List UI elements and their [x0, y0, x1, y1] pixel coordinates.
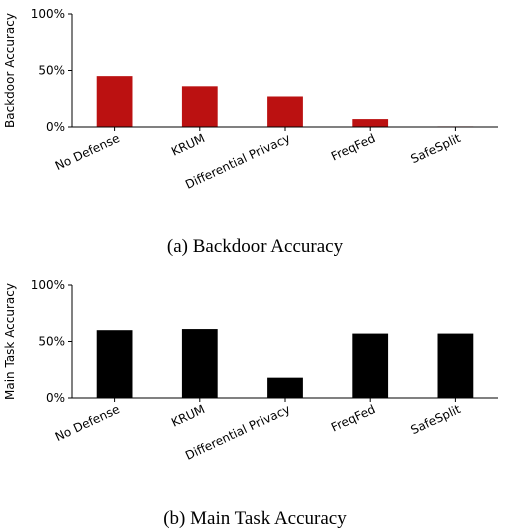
y-tick-label: 100%	[31, 7, 65, 21]
bar-freqfed	[352, 333, 389, 398]
y-tick-label: 50%	[38, 335, 65, 349]
x-tick-label-krum: KRUM	[169, 402, 207, 430]
y-tick-label: 0%	[46, 391, 65, 405]
figure-caption: (b) Main Task Accuracy	[163, 508, 347, 529]
y-axis-title: Backdoor Accuracy	[3, 13, 17, 128]
bar-no-defense	[96, 76, 133, 127]
y-axis-title: Main Task Accuracy	[3, 283, 17, 400]
x-tick-label-krum: KRUM	[169, 131, 207, 159]
figure-caption: (a) Backdoor Accuracy	[167, 236, 344, 257]
x-tick-label-no-defense: No Defense	[53, 131, 122, 173]
y-tick-label: 50%	[38, 64, 65, 78]
x-tick-label-safesplit: SafeSplit	[409, 131, 463, 166]
x-tick-label-no-defense: No Defense	[53, 402, 122, 444]
x-tick-label-freqfed: FreqFed	[329, 402, 377, 435]
bar-differential-privacy	[267, 377, 303, 398]
bar-no-defense	[96, 330, 133, 398]
bar-freqfed	[352, 119, 389, 127]
x-tick-label-safesplit: SafeSplit	[409, 402, 463, 437]
bar-safesplit	[437, 333, 474, 398]
y-tick-label: 100%	[31, 278, 65, 292]
bar-krum	[181, 86, 218, 127]
bar-differential-privacy	[267, 96, 303, 127]
y-tick-label: 0%	[46, 120, 65, 134]
x-tick-label-freqfed: FreqFed	[329, 131, 377, 164]
bar-krum	[181, 329, 218, 398]
